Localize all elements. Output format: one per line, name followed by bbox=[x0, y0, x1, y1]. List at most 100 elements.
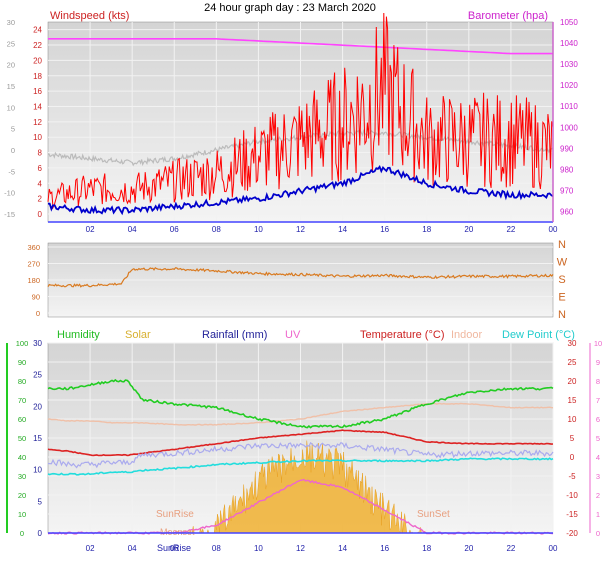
x-tick-label: 04 bbox=[128, 225, 137, 234]
barometer-tick-label: 990 bbox=[560, 144, 574, 153]
x-tick-label: 04 bbox=[128, 544, 137, 553]
humidity-tick-label: 90 bbox=[18, 358, 26, 367]
x-tick-label: 16 bbox=[380, 225, 389, 234]
humidity-tick-label: 20 bbox=[18, 491, 26, 500]
humidity-tick-label: 30 bbox=[18, 472, 26, 481]
humidity-tick-label: 50 bbox=[18, 434, 26, 443]
uv-tick-label: 0 bbox=[596, 529, 600, 538]
sunrise-bottom-label: SunRise bbox=[157, 543, 191, 553]
x-tick-label: 08 bbox=[212, 544, 221, 553]
series-legend: Humidity Solar Rainfall (mm) UV Temperat… bbox=[57, 329, 575, 341]
indoor-line bbox=[47, 402, 554, 426]
rain-tick-label: 10 bbox=[33, 466, 42, 475]
legend-indoor: Indoor bbox=[451, 329, 483, 341]
x-tick-label: 14 bbox=[338, 225, 347, 234]
uv-tick-label: 6 bbox=[596, 415, 600, 424]
outer-tick-label: 25 bbox=[7, 39, 15, 48]
x-tick-label: 14 bbox=[338, 544, 347, 553]
x-tick-label: 10 bbox=[254, 225, 263, 234]
legend-uv: UV bbox=[285, 329, 301, 341]
barometer-tick-label: 960 bbox=[560, 207, 574, 216]
x-tick-label: 20 bbox=[464, 544, 473, 553]
graph-title: 24 hour graph day : 23 March 2020 bbox=[204, 2, 376, 14]
x-tick-label: 06 bbox=[170, 225, 179, 234]
wind-average-line bbox=[48, 165, 554, 216]
outer-tick-label: 5 bbox=[11, 125, 15, 134]
windspeed-axis-label: Windspeed (kts) bbox=[50, 10, 129, 22]
wind-tick-label: 12 bbox=[33, 118, 42, 127]
temperature-tick-label: -5 bbox=[568, 472, 576, 481]
uv-tick-label: 9 bbox=[596, 358, 600, 367]
wind-tick-label: 16 bbox=[33, 87, 42, 96]
legend-dewpoint: Dew Point (°C) bbox=[502, 329, 575, 341]
moonset-label: Moonset bbox=[160, 527, 195, 537]
uv-tick-label: 3 bbox=[596, 472, 600, 481]
wind-tick-label: 0 bbox=[38, 210, 43, 219]
rain-tick-label: 0 bbox=[38, 529, 43, 538]
rain-tick-label: 25 bbox=[33, 371, 42, 380]
uv-tick-label: 4 bbox=[596, 453, 600, 462]
legend-solar: Solar bbox=[125, 329, 151, 341]
humidity-tick-label: 80 bbox=[18, 377, 26, 386]
uv-tick-label: 10 bbox=[594, 339, 602, 348]
barometer-tick-label: 970 bbox=[560, 186, 574, 195]
humidity-tick-label: 0 bbox=[20, 529, 24, 538]
sun-labels: SunRise SunSet Moonset SunRise bbox=[156, 509, 450, 553]
temperature-tick-label: -20 bbox=[566, 529, 578, 538]
x-tick-label: 12 bbox=[296, 544, 305, 553]
wind-tick-label: 20 bbox=[33, 56, 42, 65]
x-tick-label: 00 bbox=[549, 225, 558, 234]
barometer-tick-label: 1030 bbox=[560, 60, 578, 69]
compass-label: E bbox=[558, 292, 565, 304]
x-tick-label: 16 bbox=[380, 544, 389, 553]
x-tick-label: 12 bbox=[296, 225, 305, 234]
x-tick-label: 18 bbox=[422, 544, 431, 553]
apparent-line bbox=[47, 441, 554, 469]
x-tick-label: 10 bbox=[254, 544, 263, 553]
temperature-tick-label: 0 bbox=[570, 453, 575, 462]
wind-panel: Windspeed (kts) Barometer (hpa) 02468101… bbox=[4, 10, 578, 234]
x-tick-label: 06 bbox=[170, 544, 179, 553]
humidity-tick-label: 70 bbox=[18, 396, 26, 405]
humidity-tick-label: 40 bbox=[18, 453, 26, 462]
uv-tick-label: 2 bbox=[596, 491, 600, 500]
temperature-tick-label: 30 bbox=[568, 339, 577, 348]
wind-tick-label: 4 bbox=[38, 179, 43, 188]
rain-tick-label: 15 bbox=[33, 434, 42, 443]
direction-tick-label: 360 bbox=[27, 243, 40, 252]
barometer-tick-label: 1020 bbox=[560, 81, 578, 90]
temperature-panel: Humidity Solar Rainfall (mm) UV Temperat… bbox=[6, 329, 602, 553]
barometer-tick-label: 1000 bbox=[560, 123, 578, 132]
barometer-tick-label: 1050 bbox=[560, 18, 578, 27]
humidity-line bbox=[47, 378, 554, 429]
rain-tick-label: 30 bbox=[33, 339, 42, 348]
outer-tick-label: 15 bbox=[7, 82, 15, 91]
rain-tick-label: 5 bbox=[38, 497, 43, 506]
uv-tick-label: 8 bbox=[596, 377, 600, 386]
wind-tick-label: 8 bbox=[38, 149, 43, 158]
outer-tick-label: -5 bbox=[8, 167, 15, 176]
barometer-tick-label: 1010 bbox=[560, 102, 578, 111]
wind-tick-label: 18 bbox=[33, 72, 42, 81]
temperature-tick-label: 5 bbox=[570, 434, 575, 443]
compass-label: N bbox=[558, 239, 566, 251]
wind-tick-label: 14 bbox=[33, 102, 42, 111]
legend-temperature: Temperature (°C) bbox=[360, 329, 444, 341]
temperature-tick-label: 25 bbox=[568, 358, 577, 367]
wind-tick-label: 6 bbox=[38, 164, 43, 173]
outer-tick-label: 10 bbox=[7, 103, 15, 112]
wind-tick-label: 2 bbox=[38, 195, 43, 204]
wind-tick-label: 22 bbox=[33, 41, 42, 50]
x-tick-label: 18 bbox=[422, 225, 431, 234]
barometer-line bbox=[48, 38, 553, 55]
wind-tick-label: 10 bbox=[33, 133, 42, 142]
temperature-tick-label: 15 bbox=[568, 396, 577, 405]
dewpoint-line bbox=[47, 457, 554, 476]
temperature-line bbox=[47, 429, 554, 457]
outer-tick-label: 20 bbox=[7, 61, 15, 70]
sunset-label: SunSet bbox=[417, 509, 450, 520]
x-tick-label: 20 bbox=[464, 225, 473, 234]
direction-tick-label: 0 bbox=[36, 309, 40, 318]
legend-humidity: Humidity bbox=[57, 329, 100, 341]
